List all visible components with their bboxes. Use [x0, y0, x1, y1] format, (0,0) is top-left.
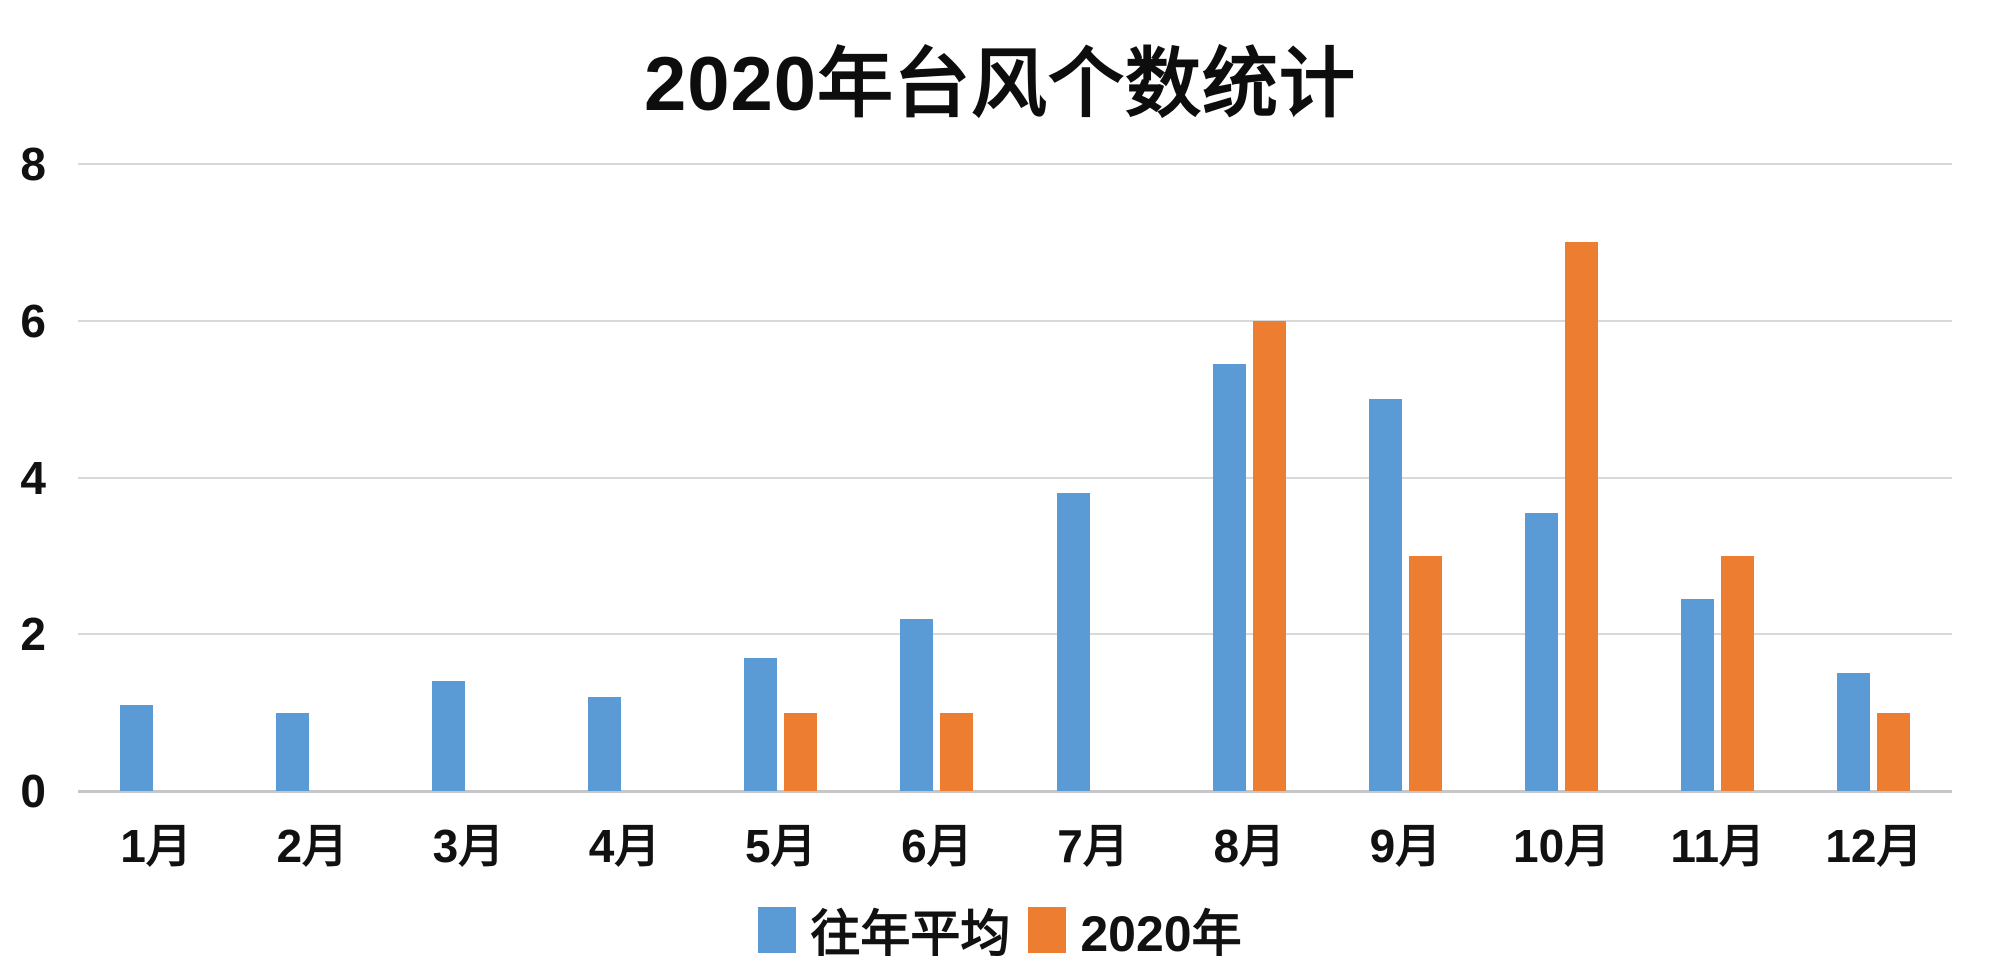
gridline-y-4: [78, 476, 1952, 479]
x-tick-label-month-3: 3月: [432, 820, 505, 872]
x-tick-label-month-7: 7月: [1057, 820, 1129, 872]
bar-past-average-month-6: [900, 618, 934, 791]
legend: 往年平均 2020年: [0, 894, 2000, 966]
x-tick-label-month-4: 4月: [588, 820, 661, 872]
legend-entry-past-average: 往年平均: [758, 894, 1010, 966]
bar-past-average-month-10: [1525, 512, 1559, 791]
x-tick-label-month-12: 12月: [1825, 820, 1923, 872]
bar-past-average-month-5: [744, 657, 778, 791]
bar-past-average-month-3: [431, 681, 465, 791]
bar-2020-month-8: [1252, 320, 1286, 791]
bar-past-average-month-9: [1368, 399, 1402, 791]
gridline-y-8: [78, 163, 1952, 165]
legend-label-2020: 2020年: [1080, 906, 1242, 962]
bar-past-average-month-11: [1681, 598, 1715, 791]
chart-title: 2020年台风个数统计: [643, 42, 1357, 127]
legend-swatch-past-average: [758, 907, 797, 953]
x-tick-label-month-10: 10月: [1512, 820, 1611, 872]
x-tick-label-month-6: 6月: [901, 820, 973, 872]
bar-past-average-month-2: [275, 712, 309, 791]
gridline-y-6: [78, 319, 1952, 322]
x-tick-label-month-9: 9月: [1369, 820, 1442, 872]
bar-past-average-month-12: [1837, 673, 1871, 791]
y-axis: 0 2 4 6 8: [0, 141, 58, 814]
bar-2020-month-10: [1565, 242, 1599, 791]
bar-past-average-month-7: [1056, 493, 1090, 791]
bar-past-average-month-8: [1212, 363, 1246, 791]
bar-2020-month-6: [940, 712, 974, 791]
plot-area: [78, 163, 1952, 793]
x-tick-label-month-11: 11月: [1670, 820, 1766, 872]
bar-past-average-month-1: [119, 704, 153, 791]
legend-entry-2020: 2020年: [1028, 894, 1242, 966]
x-axis: 1月 2月 3月 4月 5月 6月 7月 8月 9月 10月 11月 12月: [78, 810, 1952, 880]
bar-2020-month-9: [1408, 555, 1442, 791]
gridline-y-0: [78, 790, 1952, 793]
x-tick-label-month-1: 1月: [120, 820, 192, 872]
x-tick-label-month-8: 8月: [1213, 820, 1286, 872]
gridline-y-2: [78, 633, 1952, 636]
y-tick-label-2: 2: [20, 608, 46, 661]
x-tick-label-month-5: 5月: [744, 820, 817, 872]
y-tick-label-6: 6: [20, 294, 46, 347]
bar-2020-month-12: [1877, 712, 1911, 791]
x-tick-label-month-2: 2月: [276, 820, 349, 872]
bar-2020-month-5: [784, 712, 818, 791]
bar-past-average-month-4: [588, 696, 622, 791]
legend-label-past-average: 往年平均: [810, 906, 1011, 962]
bar-2020-month-11: [1721, 555, 1755, 791]
y-tick-label-4: 4: [20, 451, 46, 504]
y-tick-label-8: 8: [20, 138, 46, 190]
legend-swatch-2020: [1028, 907, 1067, 953]
y-tick-label-0: 0: [20, 765, 46, 817]
